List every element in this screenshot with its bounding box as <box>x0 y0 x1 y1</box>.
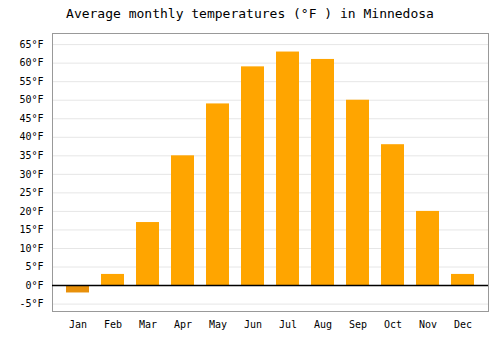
svg-text:50°F: 50°F <box>19 94 43 105</box>
svg-text:25°F: 25°F <box>19 187 43 198</box>
svg-text:10°F: 10°F <box>19 243 43 254</box>
svg-text:Sep: Sep <box>349 319 367 330</box>
svg-text:0°F: 0°F <box>25 280 43 291</box>
svg-text:60°F: 60°F <box>19 57 43 68</box>
svg-text:Jul: Jul <box>279 319 297 330</box>
svg-text:Jan: Jan <box>69 319 87 330</box>
svg-text:15°F: 15°F <box>19 224 43 235</box>
svg-text:Feb: Feb <box>104 319 122 330</box>
svg-text:65°F: 65°F <box>19 39 43 50</box>
html-text:Average monthly temperatures (: Average monthly temperatures (°F ) in Mi… <box>66 6 434 21</box>
svg-text:55°F: 55°F <box>19 76 43 87</box>
svg-text:Aug: Aug <box>314 319 332 330</box>
svg-text:Oct: Oct <box>384 319 402 330</box>
svg-text:Dec: Dec <box>454 319 472 330</box>
svg-text:Apr: Apr <box>174 319 192 330</box>
svg-text:40°F: 40°F <box>19 131 43 142</box>
svg-text:Mar: Mar <box>139 319 157 330</box>
svg-text:Nov: Nov <box>419 319 437 330</box>
svg-text:May: May <box>209 319 227 330</box>
svg-text:Jun: Jun <box>244 319 262 330</box>
svg-text:45°F: 45°F <box>19 113 43 124</box>
svg-text:20°F: 20°F <box>19 206 43 217</box>
svg-text:5°F: 5°F <box>25 261 43 272</box>
svg-text:-5°F: -5°F <box>19 298 43 309</box>
svg-text:35°F: 35°F <box>19 150 43 161</box>
svg-text:30°F: 30°F <box>19 169 43 180</box>
